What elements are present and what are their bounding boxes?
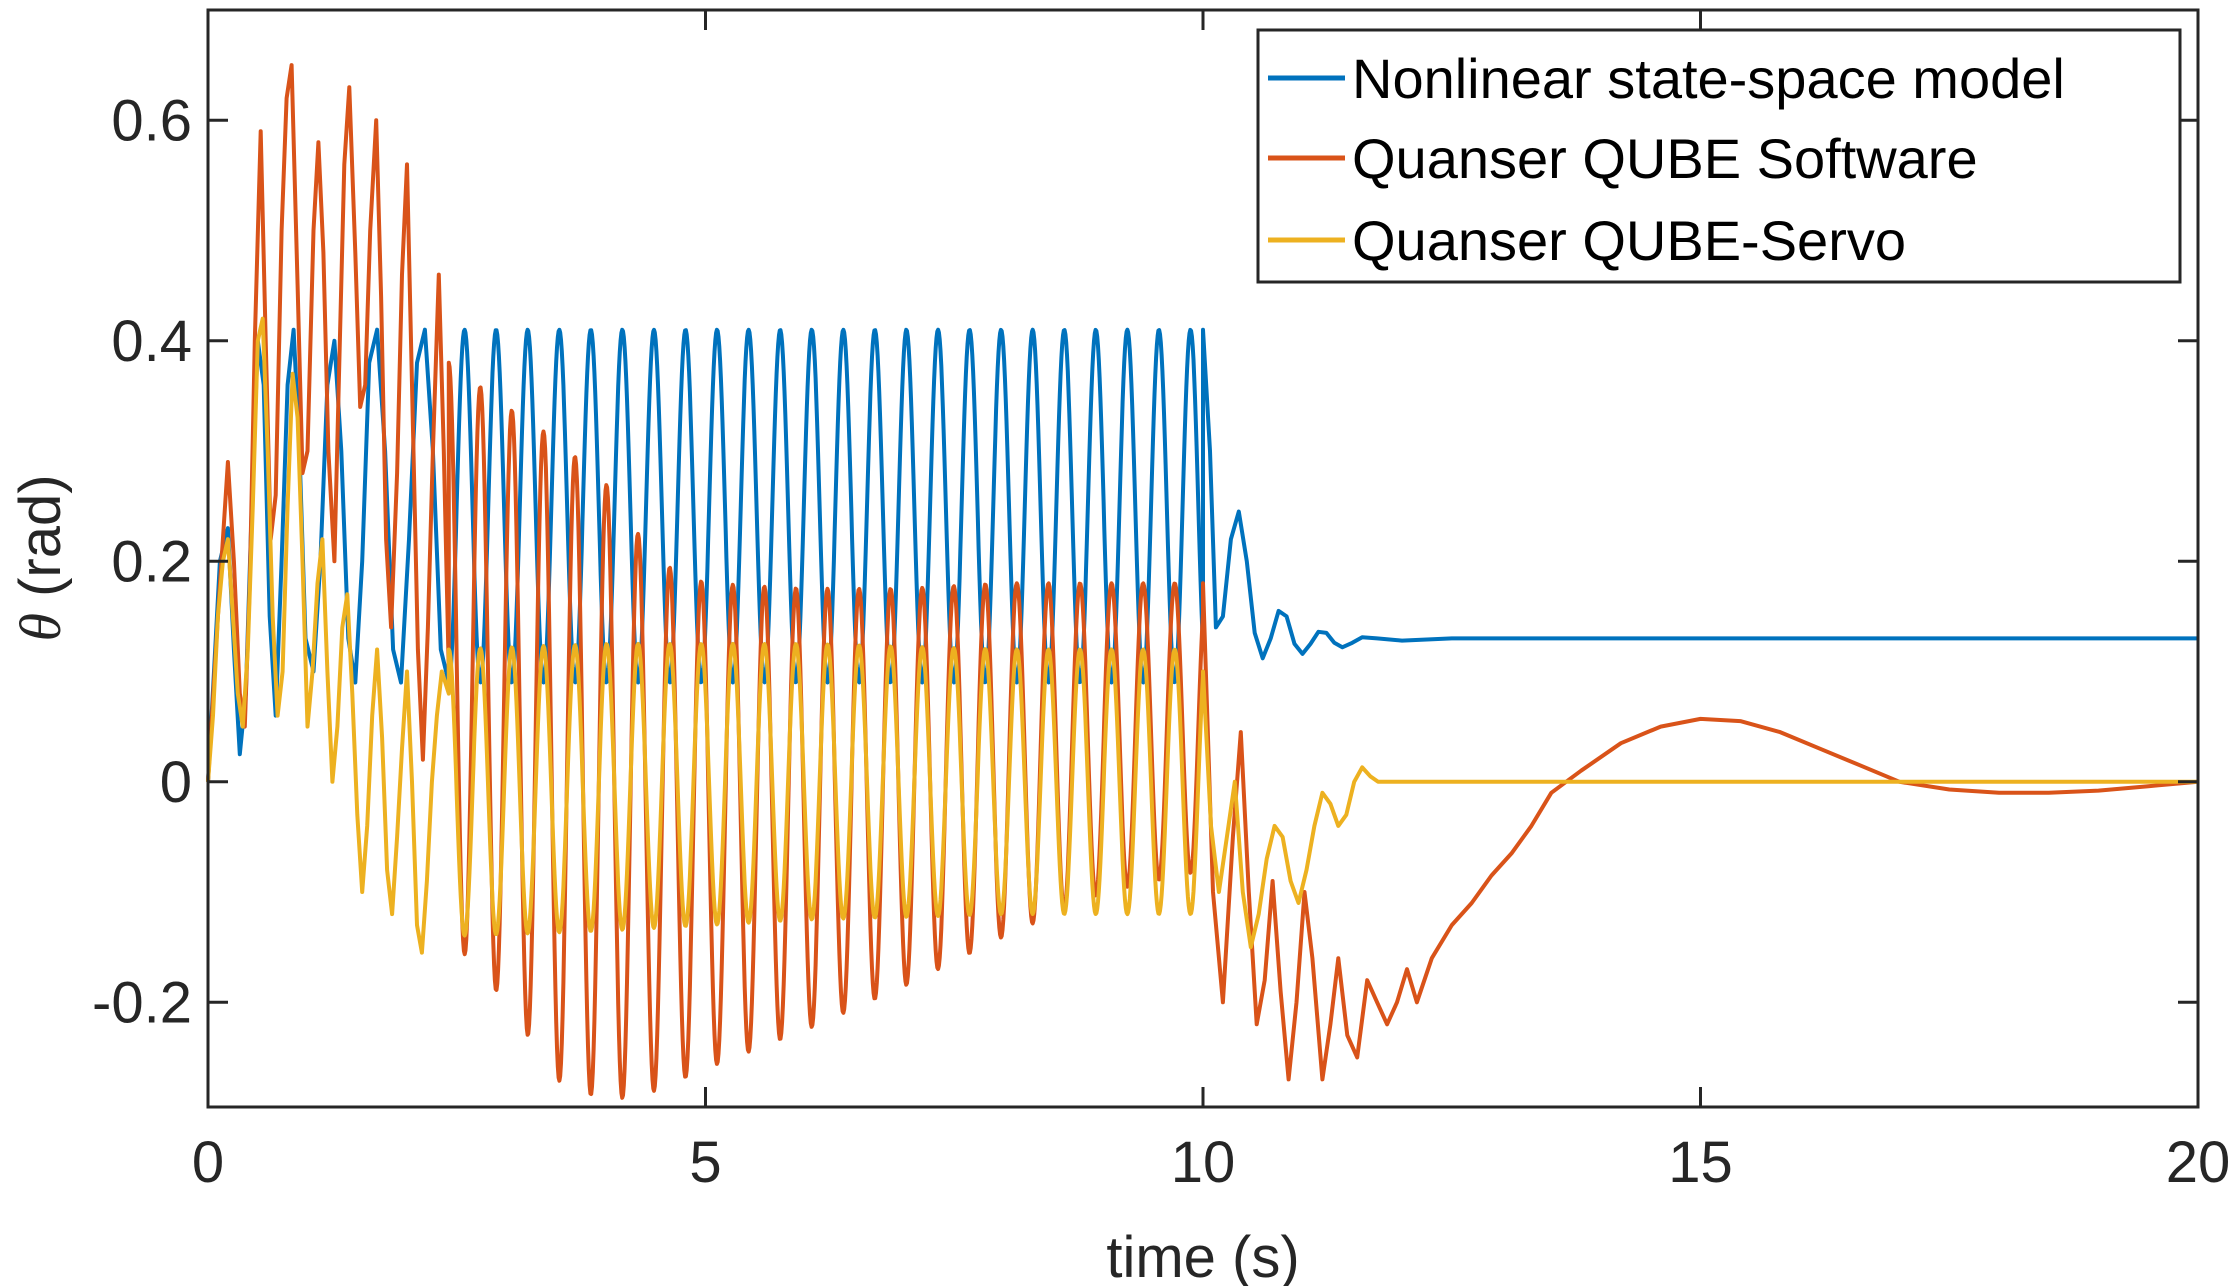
legend-label-qube-software: Quanser QUBE Software <box>1352 127 1978 190</box>
y-tick-label: 0 <box>160 750 192 815</box>
ticks-layer: 0 5 10 15 20 -0.2 0 0.2 0.4 0.6 <box>92 10 2230 1195</box>
x-tick-label: 20 <box>2166 1130 2231 1195</box>
y-axis-symbol: θ <box>8 613 73 642</box>
x-tick-label: 15 <box>1668 1130 1733 1195</box>
x-axis-label: time (s) <box>1106 1225 1299 1286</box>
y-tick-label: 0.2 <box>111 529 192 594</box>
series-line-quanser-qube-servo <box>206 316 2198 955</box>
x-tick-label: 0 <box>192 1130 224 1195</box>
legend-label-qube-servo: Quanser QUBE-Servo <box>1352 209 1906 272</box>
legend: Nonlinear state-space model Quanser QUBE… <box>1256 28 2182 284</box>
y-tick-label: 0.6 <box>111 88 192 153</box>
y-tick-label: -0.2 <box>92 970 192 1035</box>
series-line-nonlinear-state-space-model <box>206 327 2198 782</box>
y-axis-unit: (rad) <box>8 474 73 613</box>
series-layer <box>206 63 2199 1100</box>
y-tick-label: 0.4 <box>111 309 192 374</box>
legend-label-nonlinear: Nonlinear state-space model <box>1352 47 2065 110</box>
x-tick-label: 5 <box>689 1130 721 1195</box>
legend-box <box>1256 28 2182 284</box>
y-axis-label: θ (rad) <box>8 474 73 641</box>
x-tick-label: 10 <box>1171 1130 1236 1195</box>
